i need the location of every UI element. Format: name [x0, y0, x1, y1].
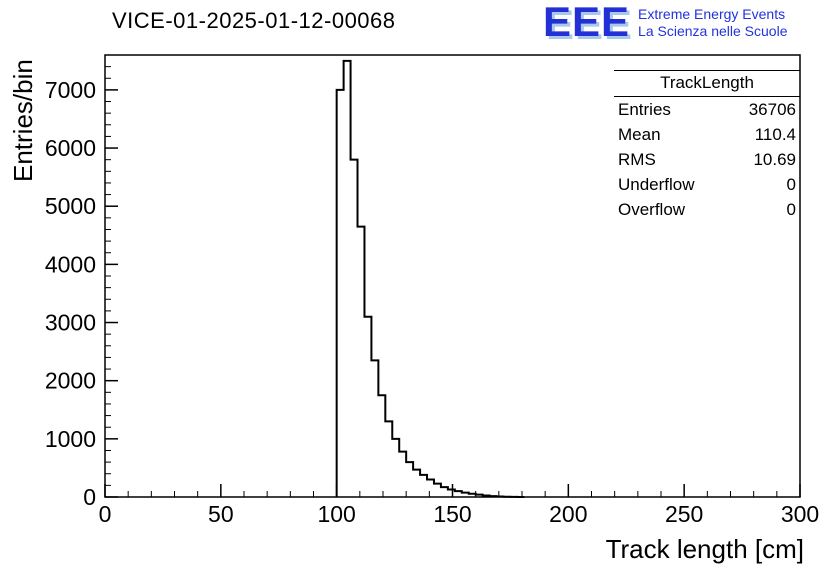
svg-text:300: 300: [781, 501, 819, 527]
svg-text:4000: 4000: [45, 251, 96, 277]
stats-value: 110.4: [754, 124, 796, 144]
svg-text:50: 50: [208, 501, 234, 527]
stats-value: 0: [786, 199, 796, 219]
eee-logo-letters: EEE: [543, 0, 631, 45]
stats-value: 36706: [748, 99, 796, 119]
svg-text:150: 150: [433, 501, 471, 527]
svg-text:2000: 2000: [45, 368, 96, 394]
stats-row-rms: RMS 10.69: [614, 147, 800, 172]
svg-text:7000: 7000: [45, 77, 96, 103]
stats-value: 10.69: [753, 149, 796, 169]
svg-text:3000: 3000: [45, 310, 96, 336]
stats-label: Underflow: [618, 174, 695, 194]
svg-text:6000: 6000: [45, 135, 96, 161]
stats-value: 0: [786, 174, 796, 194]
eee-logo-line2: La Scienza nelle Scuole: [638, 23, 788, 39]
stats-box: TrackLength Entries 36706 Mean 110.4 RMS…: [614, 70, 800, 222]
svg-text:100: 100: [317, 501, 355, 527]
x-axis-title: Track length [cm]: [605, 534, 804, 564]
stats-label: RMS: [618, 149, 656, 169]
stats-box-title: TrackLength: [614, 71, 800, 97]
stats-row-entries: Entries 36706: [614, 97, 800, 122]
eee-logo: EEE Extreme Energy Events La Scienza nel…: [543, 0, 787, 45]
svg-text:0: 0: [99, 501, 112, 527]
stats-label: Mean: [618, 124, 661, 144]
svg-text:0: 0: [83, 484, 96, 510]
eee-logo-caption: Extreme Energy Events La Scienza nelle S…: [638, 6, 787, 40]
svg-text:250: 250: [665, 501, 703, 527]
svg-text:1000: 1000: [45, 426, 96, 452]
stats-row-underflow: Underflow 0: [614, 172, 800, 197]
stats-label: Overflow: [618, 199, 686, 219]
stats-label: Entries: [618, 99, 671, 119]
svg-text:5000: 5000: [45, 193, 96, 219]
svg-text:200: 200: [549, 501, 587, 527]
y-axis-title: Entries/bin: [8, 59, 38, 182]
stats-row-mean: Mean 110.4: [614, 122, 800, 147]
plot-title: VICE-01-2025-01-12-00068: [112, 8, 396, 33]
eee-logo-line1: Extreme Energy Events: [638, 6, 786, 22]
stats-row-overflow: Overflow 0: [614, 197, 800, 222]
